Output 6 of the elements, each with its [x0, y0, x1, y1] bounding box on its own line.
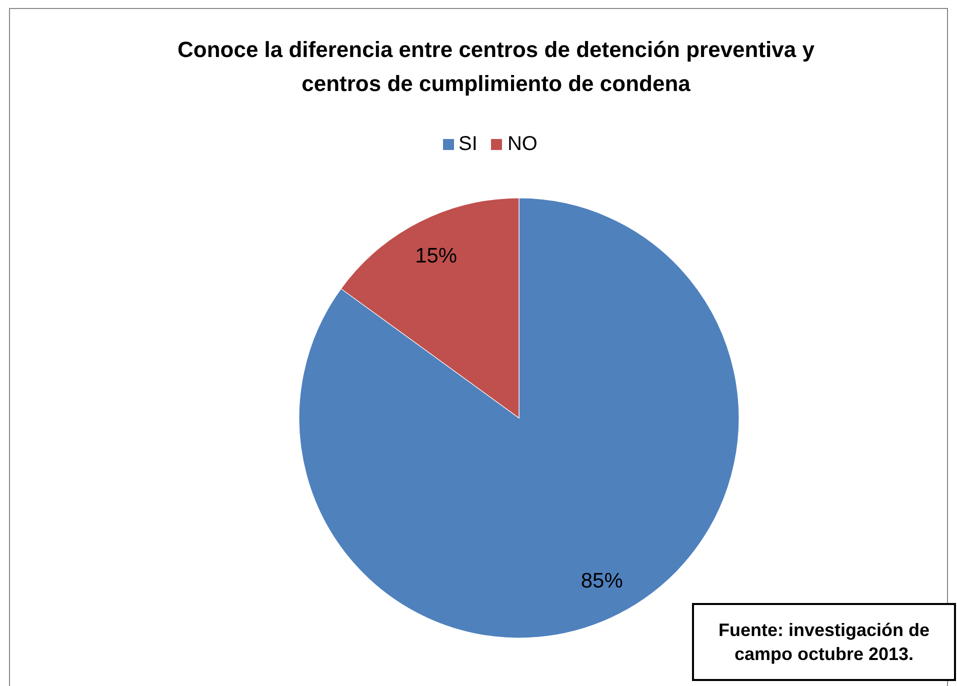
data-label: 15% [415, 244, 458, 267]
data-label: 85% [580, 569, 623, 592]
legend-label: SI [458, 133, 478, 156]
source-note: Fuente: investigación de campo octubre 2013. [717, 619, 931, 666]
chart-title: Conoce la diferencia entre centros de detención preventiva y centros de cumplimiento de condena [176, 36, 816, 98]
legend-label: NO [507, 133, 538, 156]
